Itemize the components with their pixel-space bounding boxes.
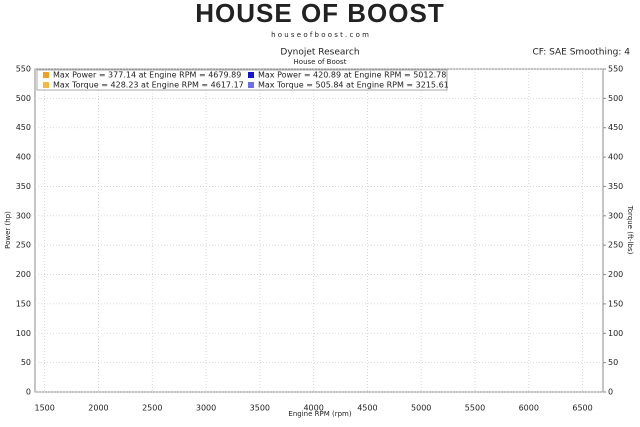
y-tick-label: 200 bbox=[16, 270, 31, 279]
x-axis-label: Engine RPM (rpm) bbox=[288, 410, 351, 418]
x-tick-label: 3000 bbox=[196, 404, 216, 413]
x-tick-label: 2000 bbox=[88, 404, 108, 413]
y2-axis-label: Torque (ft-lbs) bbox=[626, 205, 634, 255]
y-tick-label: 100 bbox=[16, 329, 31, 338]
y2-tick-label: 50 bbox=[608, 358, 618, 367]
y-axis-label: Power (hp) bbox=[4, 211, 12, 249]
y2-tick-label: 450 bbox=[608, 123, 623, 132]
x-tick-label: 3500 bbox=[250, 404, 270, 413]
y-tick-label: 150 bbox=[16, 299, 31, 308]
y2-tick-label: 400 bbox=[608, 153, 623, 162]
legend-box bbox=[36, 69, 448, 91]
legend-label: Max Power = 377.14 at Engine RPM = 4679.… bbox=[53, 71, 241, 80]
legend-swatch bbox=[248, 72, 254, 78]
plot-frame bbox=[34, 68, 604, 393]
y2-tick-label: 350 bbox=[608, 182, 623, 191]
logo-url: h o u s e o f b o o s t . c o m bbox=[271, 31, 369, 39]
y2-tick-label: 500 bbox=[608, 94, 623, 103]
settings-label: CF: SAE Smoothing: 4 bbox=[532, 48, 630, 58]
y-tick-label: 450 bbox=[16, 123, 31, 132]
y2-tick-label: 300 bbox=[608, 211, 623, 220]
y2-tick-label: 150 bbox=[608, 299, 623, 308]
logo: HOUSE OF BOOST bbox=[195, 0, 444, 28]
legend-label: Max Torque = 505.84 at Engine RPM = 3215… bbox=[258, 81, 449, 90]
x-tick-label: 2500 bbox=[142, 404, 162, 413]
y-tick-label: 0 bbox=[26, 388, 31, 397]
y2-tick-label: 250 bbox=[608, 241, 623, 250]
y2-tick-label: 200 bbox=[608, 270, 623, 279]
legend-swatch bbox=[43, 72, 49, 78]
y2-tick-label: 100 bbox=[608, 329, 623, 338]
y-tick-label: 300 bbox=[16, 211, 31, 220]
legend-label: Max Torque = 428.23 at Engine RPM = 4617… bbox=[53, 81, 244, 90]
x-tick-label: 1500 bbox=[35, 404, 55, 413]
legend-swatch bbox=[248, 82, 254, 88]
x-tick-label: 5000 bbox=[411, 404, 431, 413]
x-tick-label: 5500 bbox=[465, 404, 485, 413]
y2-tick-label: 0 bbox=[608, 388, 613, 397]
x-tick-label: 6500 bbox=[572, 404, 592, 413]
x-tick-label: 6000 bbox=[519, 404, 539, 413]
y-tick-label: 350 bbox=[16, 182, 31, 191]
chart-subtitle: House of Boost bbox=[294, 58, 347, 66]
legend-swatch bbox=[43, 82, 49, 88]
y-tick-label: 50 bbox=[21, 358, 31, 367]
y-tick-label: 550 bbox=[16, 65, 31, 74]
y2-tick-label: 550 bbox=[608, 65, 623, 74]
y-tick-label: 500 bbox=[16, 94, 31, 103]
chart-title: Dynojet Research bbox=[280, 48, 359, 58]
x-tick-label: 4500 bbox=[357, 404, 377, 413]
y-tick-label: 400 bbox=[16, 153, 31, 162]
x-tick-label: 4000 bbox=[303, 404, 323, 413]
legend-label: Max Power = 420.89 at Engine RPM = 5012.… bbox=[258, 71, 446, 80]
y-tick-label: 250 bbox=[16, 241, 31, 250]
